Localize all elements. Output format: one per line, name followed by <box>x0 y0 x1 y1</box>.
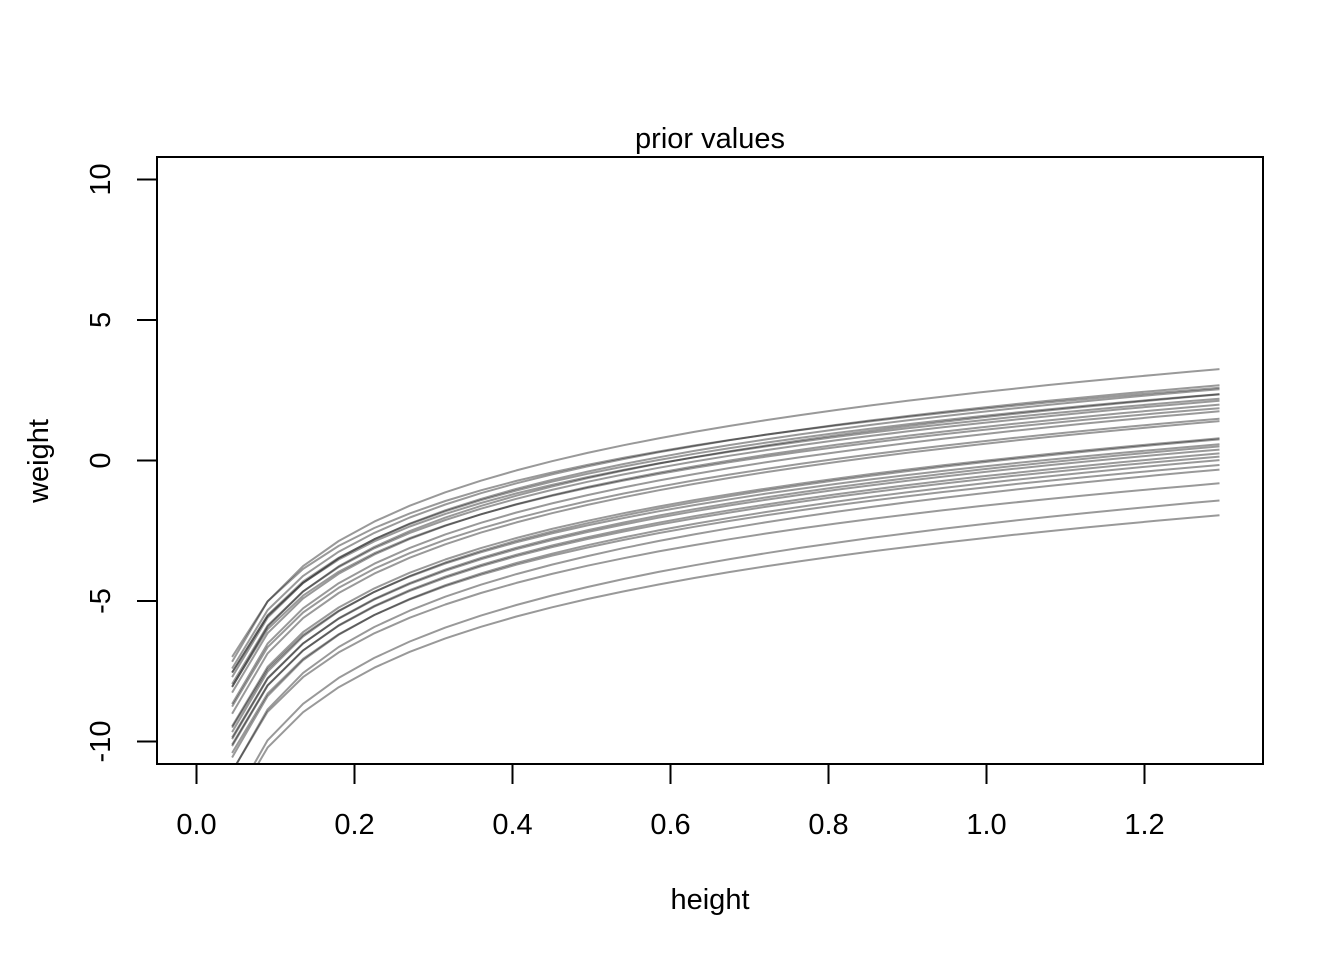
x-tick-label: 1.2 <box>1124 809 1164 841</box>
series-line-6 <box>231 393 1220 688</box>
y-axis: -10 -5 0 5 10 <box>85 163 158 763</box>
series-line-13 <box>231 420 1220 715</box>
y-tick-label: 5 <box>85 312 117 328</box>
series-line-2 <box>231 386 1220 658</box>
x-axis: 0.0 0.2 0.4 0.6 0.8 1.0 1.2 <box>176 763 1165 841</box>
y-axis-label: weight <box>23 419 55 504</box>
series-line-3 <box>231 384 1220 670</box>
y-tick-label: 10 <box>85 163 117 195</box>
series-line-7 <box>231 397 1220 674</box>
series-line-11 <box>231 410 1220 705</box>
x-tick-label: 0.8 <box>808 809 848 841</box>
series-line-5 <box>231 393 1220 674</box>
series-line-21 <box>231 459 1220 759</box>
series-line-17 <box>231 445 1220 740</box>
series-line-20 <box>231 455 1220 746</box>
series-line-22 <box>231 464 1220 754</box>
x-tick-label: 0.0 <box>176 809 216 841</box>
series-line-19 <box>231 452 1220 747</box>
series-line-26 <box>256 514 1220 764</box>
x-axis-label: height <box>670 884 749 916</box>
series-layer <box>231 368 1220 764</box>
series-line-8 <box>231 399 1220 685</box>
x-tick-label: 1.0 <box>966 809 1006 841</box>
series-line-23 <box>235 468 1220 764</box>
x-tick-label: 0.6 <box>650 809 690 841</box>
series-line-25 <box>252 499 1220 764</box>
y-tick-label: 0 <box>85 452 117 468</box>
series-line-24 <box>235 482 1220 764</box>
series-line-1 <box>231 368 1220 663</box>
series-line-14 <box>231 437 1220 727</box>
y-tick-label: -5 <box>85 588 117 614</box>
x-tick-label: 0.2 <box>334 809 374 841</box>
series-line-4 <box>231 388 1220 678</box>
series-line-12 <box>231 417 1220 708</box>
series-line-16 <box>231 443 1220 729</box>
x-tick-label: 0.4 <box>492 809 532 841</box>
series-line-9 <box>231 403 1220 694</box>
series-line-18 <box>231 448 1220 739</box>
chart-title: prior values <box>635 123 785 155</box>
series-line-15 <box>231 438 1220 733</box>
series-line-10 <box>231 407 1220 688</box>
y-tick-label: -10 <box>85 721 117 763</box>
